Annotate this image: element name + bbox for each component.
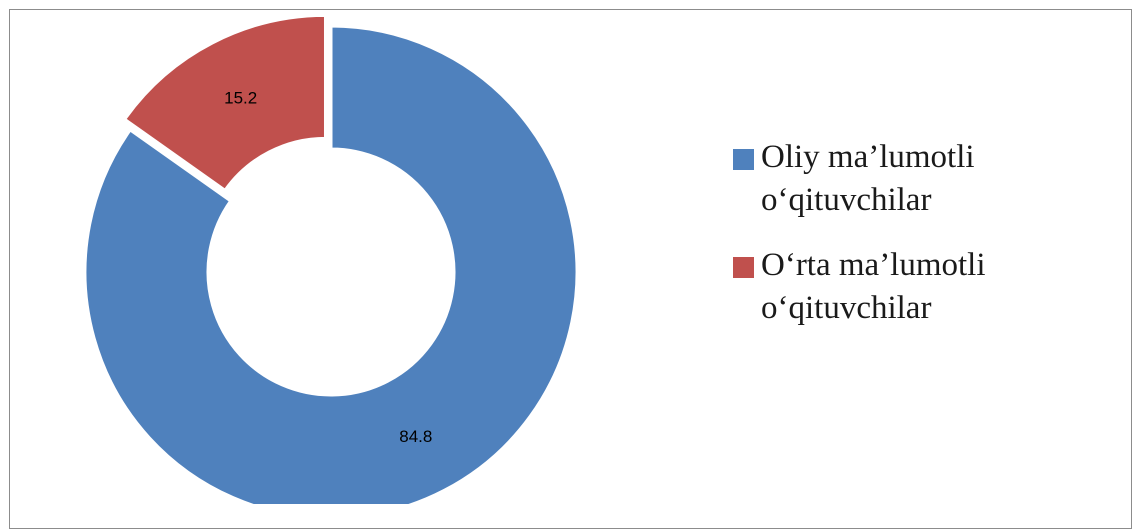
legend-label-orta-line1: O‘rta ma’lumotli bbox=[761, 247, 986, 283]
donut-chart: 84.8 15.2 bbox=[83, 13, 579, 504]
legend-swatch-oliy bbox=[733, 149, 754, 170]
legend-label-oliy-line2: o‘qituvchilar bbox=[761, 182, 932, 218]
legend: Oliy ma’lumotli o‘qituvchilar O‘rta ma’l… bbox=[733, 136, 1113, 352]
slice-oliy bbox=[83, 24, 579, 504]
data-label-oliy: 84.8 bbox=[399, 427, 432, 446]
legend-swatch-orta bbox=[733, 257, 754, 278]
legend-item-oliy: Oliy ma’lumotli o‘qituvchilar bbox=[733, 136, 1113, 222]
legend-item-orta: O‘rta ma’lumotli o‘qituvchilar bbox=[733, 244, 1113, 330]
data-label-orta: 15.2 bbox=[224, 88, 257, 107]
slice-orta bbox=[122, 13, 327, 193]
legend-label-oliy-line1: Oliy ma’lumotli bbox=[761, 139, 975, 175]
legend-label-orta-line2: o‘qituvchilar bbox=[761, 290, 932, 326]
